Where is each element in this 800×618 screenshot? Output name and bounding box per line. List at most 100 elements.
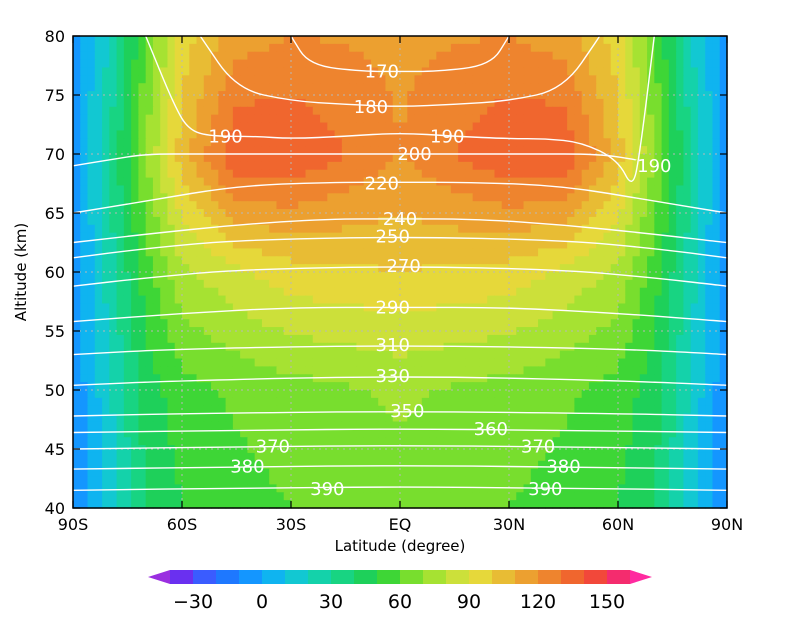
field-cell <box>690 437 699 446</box>
field-cell <box>174 146 183 155</box>
field-cell <box>298 429 307 438</box>
field-cell <box>603 51 612 61</box>
field-cell <box>160 154 169 163</box>
field-cell <box>102 295 110 305</box>
field-cell <box>211 334 219 344</box>
field-cell <box>588 67 597 76</box>
field-cell <box>276 209 285 218</box>
field-cell <box>479 358 488 367</box>
field-cell <box>203 169 212 179</box>
field-cell <box>567 83 575 92</box>
field-cell <box>131 334 139 344</box>
field-cell <box>494 452 503 462</box>
field-cell <box>240 272 248 281</box>
field-cell <box>610 146 619 155</box>
field-cell <box>712 216 721 226</box>
field-cell <box>138 232 147 242</box>
field-cell <box>211 169 219 179</box>
field-cell <box>559 350 568 360</box>
field-cell <box>131 311 139 320</box>
field-cell <box>661 83 670 92</box>
field-cell <box>407 130 416 139</box>
field-cell <box>618 122 626 131</box>
field-cell <box>109 146 118 155</box>
field-cell <box>123 311 132 320</box>
field-cell <box>458 279 466 289</box>
field-cell <box>697 224 706 234</box>
field-cell <box>567 169 575 179</box>
field-cell <box>719 43 728 53</box>
field-cell <box>182 264 190 273</box>
field-cell <box>494 240 503 249</box>
field-cell <box>625 146 634 155</box>
field-cell <box>683 193 692 202</box>
field-cell <box>676 256 684 265</box>
field-cell <box>349 43 357 53</box>
field-cell <box>625 421 634 430</box>
field-cell <box>414 114 423 124</box>
field-cell <box>668 374 677 383</box>
field-cell <box>407 366 416 375</box>
field-cell <box>450 429 459 438</box>
field-cell <box>298 59 307 69</box>
field-cell <box>429 437 437 446</box>
field-cell <box>552 232 561 242</box>
field-cell <box>73 67 81 76</box>
field-cell <box>516 51 525 61</box>
field-cell <box>327 83 336 92</box>
field-cell <box>523 169 532 179</box>
field-cell <box>712 83 721 92</box>
field-cell <box>189 130 198 139</box>
field-cell <box>291 169 299 179</box>
field-cell <box>94 67 103 76</box>
field-cell <box>588 98 597 108</box>
field-cell <box>610 334 619 344</box>
field-cell <box>349 358 357 367</box>
field-cell <box>283 390 292 399</box>
field-cell <box>291 67 299 76</box>
field-cell <box>131 429 139 438</box>
field-cell <box>400 114 408 124</box>
field-cell <box>552 209 561 218</box>
field-cell <box>378 248 387 257</box>
field-cell <box>458 138 466 147</box>
field-cell <box>138 311 147 320</box>
field-cell <box>654 405 663 415</box>
field-cell <box>138 452 147 462</box>
field-cell <box>334 83 343 92</box>
field-cell <box>392 429 401 438</box>
field-cell <box>392 161 401 171</box>
field-cell <box>668 248 677 257</box>
field-cell <box>174 397 183 407</box>
field-cell <box>487 437 496 446</box>
field-cell <box>683 382 692 391</box>
field-cell <box>305 413 314 423</box>
field-cell <box>647 272 655 281</box>
field-cell <box>385 311 394 320</box>
field-cell <box>211 106 219 116</box>
field-cell <box>443 193 452 202</box>
field-cell <box>131 248 139 257</box>
field-cell <box>610 311 619 320</box>
field-cell <box>247 390 256 399</box>
field-cell <box>123 138 132 147</box>
field-cell <box>450 51 459 61</box>
field-cell <box>509 67 517 76</box>
field-cell <box>603 437 612 446</box>
field-cell <box>697 114 706 124</box>
field-cell <box>400 272 408 281</box>
field-cell <box>647 413 655 423</box>
field-cell <box>349 390 357 399</box>
field-cell <box>341 91 350 100</box>
field-cell <box>283 224 292 234</box>
field-cell <box>80 98 89 108</box>
field-cell <box>87 468 96 478</box>
field-cell <box>261 240 270 249</box>
field-cell <box>283 130 292 139</box>
field-cell <box>269 146 278 155</box>
field-cell <box>116 51 125 61</box>
field-cell <box>516 232 525 242</box>
field-cell <box>574 106 583 116</box>
field-cell <box>654 334 663 344</box>
field-cell <box>385 106 394 116</box>
